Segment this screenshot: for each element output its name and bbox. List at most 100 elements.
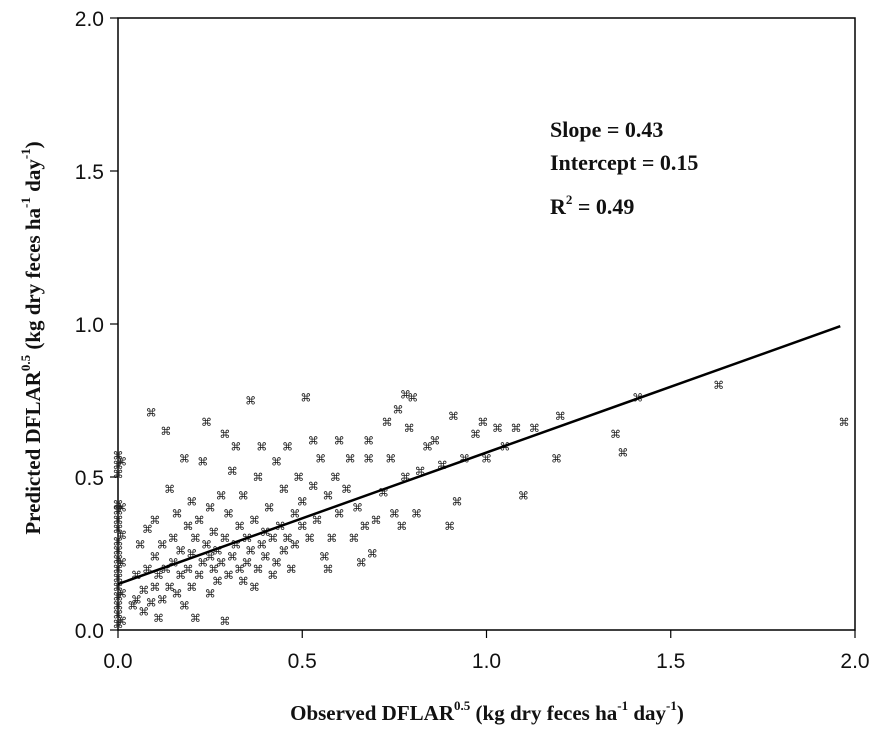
data-point: ⌘: [113, 535, 124, 548]
data-point: ⌘: [352, 502, 363, 515]
data-point: ⌘: [175, 544, 186, 557]
y-tick-label: 2.0: [75, 8, 104, 31]
data-point: ⌘: [131, 569, 142, 582]
data-point: ⌘: [223, 508, 234, 521]
data-point: ⌘: [113, 514, 124, 527]
data-point: ⌘: [227, 465, 238, 478]
data-point: ⌘: [610, 428, 621, 441]
data-point: ⌘: [378, 486, 389, 499]
data-point: ⌘: [492, 422, 503, 435]
data-point: ⌘: [370, 514, 381, 527]
data-point: ⌘: [297, 520, 308, 533]
data-point: ⌘: [179, 600, 190, 613]
data-point: ⌘: [138, 584, 149, 597]
y-axis-label-mid: (kg dry feces ha: [21, 207, 45, 354]
data-point: ⌘: [422, 440, 433, 453]
x-axis-label-end: ): [677, 701, 684, 725]
data-point: ⌘: [838, 416, 849, 429]
data-point: ⌘: [149, 551, 160, 564]
data-point: ⌘: [194, 569, 205, 582]
stats-annotation: Slope = 0.43 Intercept = 0.15 R2 = 0.49: [550, 117, 698, 219]
data-point: ⌘: [300, 391, 311, 404]
data-point: ⌘: [367, 548, 378, 561]
y-axis-label-end: ): [21, 141, 45, 148]
slope-annotation: Slope = 0.43: [550, 117, 663, 142]
data-point: ⌘: [183, 520, 194, 533]
data-point: ⌘: [138, 606, 149, 619]
data-point: ⌘: [157, 538, 168, 551]
data-point: ⌘: [113, 554, 124, 567]
data-point: ⌘: [341, 483, 352, 496]
data-point: ⌘: [245, 544, 256, 557]
data-point: ⌘: [400, 388, 411, 401]
x-axis-label-sup1: 0.5: [454, 698, 471, 713]
y-axis-label-sup1: 0.5: [18, 354, 33, 371]
data-point: ⌘: [393, 404, 404, 417]
data-point: ⌘: [183, 563, 194, 576]
data-point: ⌘: [249, 581, 260, 594]
x-axis-label-main: Observed DFLAR: [290, 701, 455, 725]
data-point: ⌘: [223, 569, 234, 582]
data-point: ⌘: [297, 495, 308, 508]
data-point: ⌘: [153, 569, 164, 582]
data-point: ⌘: [407, 391, 418, 404]
data-point: ⌘: [282, 440, 293, 453]
data-point: ⌘: [448, 410, 459, 423]
data-point: ⌘: [293, 471, 304, 484]
data-point: ⌘: [304, 532, 315, 545]
x-tick-label: 2.0: [840, 650, 869, 673]
data-point: ⌘: [271, 456, 282, 469]
data-point: ⌘: [238, 575, 249, 588]
data-point: ⌘: [190, 532, 201, 545]
data-point: ⌘: [201, 538, 212, 551]
data-point: ⌘: [212, 575, 223, 588]
data-point: ⌘: [359, 520, 370, 533]
y-axis-label-sup2: -1: [18, 197, 33, 208]
data-point: ⌘: [116, 587, 127, 600]
data-point: ⌘: [116, 529, 127, 542]
data-point: ⌘: [411, 508, 422, 521]
data-point: ⌘: [308, 480, 319, 493]
data-point: ⌘: [617, 447, 628, 460]
data-point: ⌘: [205, 587, 216, 600]
data-point: ⌘: [135, 538, 146, 551]
data-point: ⌘: [149, 514, 160, 527]
data-point: ⌘: [113, 499, 124, 512]
data-point: ⌘: [113, 544, 124, 557]
data-point: ⌘: [278, 483, 289, 496]
data-point: ⌘: [282, 532, 293, 545]
data-point: ⌘: [334, 434, 345, 447]
data-point: ⌘: [308, 434, 319, 447]
data-point: ⌘: [253, 471, 264, 484]
data-point: ⌘: [149, 581, 160, 594]
data-point: ⌘: [113, 523, 124, 536]
data-point: ⌘: [216, 489, 227, 502]
data-point: ⌘: [160, 563, 171, 576]
data-point: ⌘: [256, 440, 267, 453]
x-axis-label-mid2: day: [628, 701, 666, 725]
data-point: ⌘: [230, 538, 241, 551]
data-point: ⌘: [334, 508, 345, 521]
y-tick-label: 1.5: [75, 161, 104, 184]
data-point: ⌘: [113, 618, 124, 631]
y-axis-label: Predicted DFLAR0.5 (kg dry feces ha-1 da…: [18, 141, 45, 534]
data-point: ⌘: [212, 544, 223, 557]
data-point: ⌘: [348, 532, 359, 545]
data-point: ⌘: [175, 569, 186, 582]
data-point: ⌘: [146, 407, 157, 420]
data-point: ⌘: [311, 514, 322, 527]
data-point: ⌘: [186, 548, 197, 561]
data-point: ⌘: [205, 551, 216, 564]
data-point: ⌘: [194, 514, 205, 527]
data-point: ⌘: [444, 520, 455, 533]
intercept-annotation: Intercept = 0.15: [550, 150, 698, 175]
data-point: ⌘: [197, 557, 208, 570]
data-point: ⌘: [286, 563, 297, 576]
data-point: ⌘: [241, 557, 252, 570]
data-point: ⌘: [205, 502, 216, 515]
data-point: ⌘: [113, 468, 124, 481]
y-axis-label-sup3: -1: [18, 148, 33, 159]
data-point: ⌘: [518, 489, 529, 502]
data-point: ⌘: [481, 453, 492, 466]
data-point: ⌘: [437, 459, 448, 472]
